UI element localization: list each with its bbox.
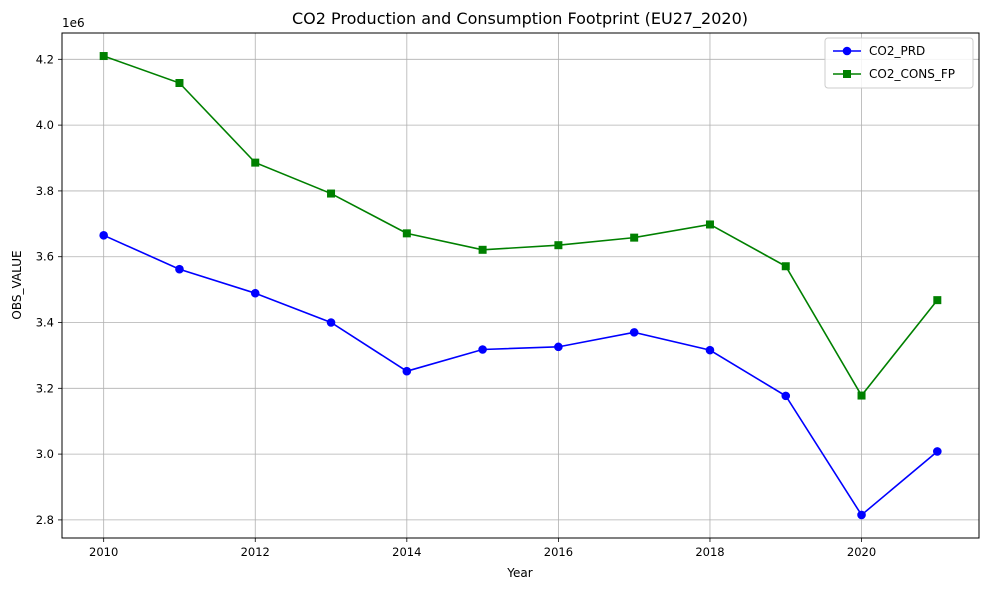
series-line [103,55,938,397]
chart-title: CO2 Production and Consumption Footprint… [292,9,748,29]
data-point [402,229,411,238]
y-axis-offset-label: 1e6 [62,16,85,30]
data-point [781,262,790,271]
data-point [781,391,791,401]
legend-label: CO2_PRD [869,44,925,58]
legend-marker [843,70,851,78]
y-tick-label: 4.0 [36,118,54,132]
y-tick-label: 3.8 [36,184,54,198]
x-tick-label: 2012 [241,545,270,559]
legend-marker [842,46,852,56]
data-point [705,345,715,355]
data-point [251,158,260,167]
data-point [554,342,563,352]
data-point [705,220,714,229]
legend: CO2_PRD CO2_CONS_FP [824,37,974,89]
series-co2-cons-fp [99,52,942,400]
data-point [857,391,866,400]
data-point [554,241,563,250]
data-point [99,52,108,61]
data-point [402,366,412,376]
legend-item: CO2_CONS_FP [833,67,955,81]
data-point [99,231,108,240]
legend-label: CO2_CONS_FP [869,67,955,81]
grid-lines [62,33,979,538]
data-point [175,264,184,274]
data-point [327,189,336,198]
x-tick-label: 2018 [695,545,724,559]
y-axis-ticks: 2.8 3.0 3.2 3.4 3.6 3.8 4.0 4.2 [36,52,62,527]
x-tick-label: 2014 [392,545,421,559]
data-point [933,296,942,305]
data-point [478,345,487,354]
x-tick-label: 2010 [89,545,118,559]
data-point [857,510,866,520]
y-tick-label: 2.8 [36,513,54,527]
data-point [478,245,487,254]
legend-item: CO2_PRD [833,44,925,58]
x-tick-label: 2016 [544,545,573,559]
x-axis-label: Year [506,566,532,580]
data-point [175,79,184,88]
data-point [933,447,942,456]
x-tick-label: 2020 [847,545,876,559]
data-point [630,233,639,242]
y-tick-label: 3.4 [36,316,54,330]
data-point [629,328,639,337]
y-tick-label: 4.2 [36,52,54,66]
y-tick-label: 3.2 [36,381,54,395]
legend-box [824,37,974,89]
series-layer [99,52,942,520]
series-co2-prd [99,231,942,520]
plot-area-frame [61,32,980,539]
y-axis-label: OBS_VALUE [10,250,24,319]
data-point [250,288,260,298]
data-point [326,318,336,327]
y-tick-label: 3.0 [36,447,54,461]
x-axis-ticks: 2010 2012 2014 2016 2018 2020 [89,538,876,559]
y-tick-label: 3.6 [36,250,54,264]
series-line [103,234,938,517]
